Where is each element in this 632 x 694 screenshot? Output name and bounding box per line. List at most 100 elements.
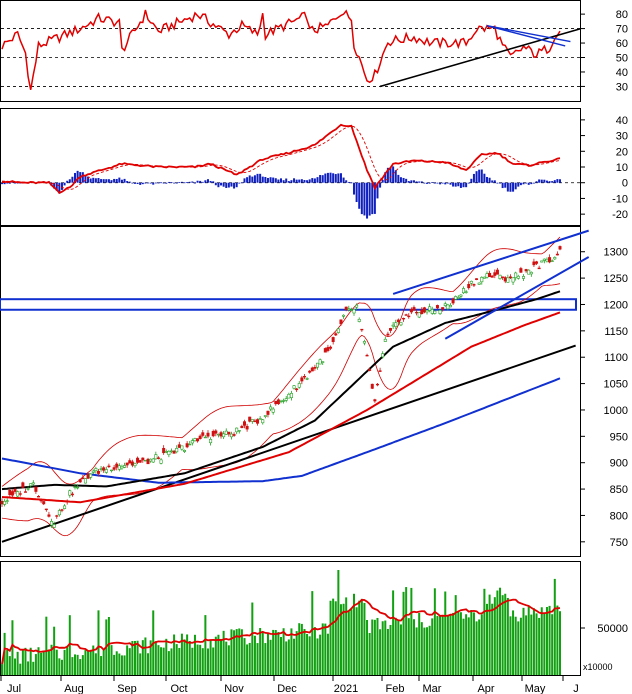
- candle-body: [159, 459, 163, 464]
- candle-body: [162, 447, 166, 454]
- volume-bar: [559, 611, 561, 675]
- volume-bar: [63, 649, 66, 675]
- macd-hist-bar: [472, 173, 475, 183]
- volume-bar: [55, 649, 58, 675]
- candle-body: [81, 477, 85, 479]
- candle-body: [501, 276, 505, 278]
- volume-bar: [553, 578, 556, 675]
- macd-hist-bar: [58, 182, 61, 194]
- candle-body: [99, 468, 103, 470]
- macd-hist-bar: [55, 182, 58, 191]
- macd-hist-bar: [527, 182, 530, 185]
- macd-hist-bar: [14, 182, 17, 184]
- macd-hist-bar: [131, 182, 134, 184]
- volume-bar: [76, 654, 79, 675]
- candle-body: [464, 291, 468, 293]
- macd-hist-bar: [506, 182, 509, 192]
- volume-bar: [248, 642, 251, 675]
- candle-body: [13, 489, 17, 492]
- candle-body: [360, 328, 364, 331]
- volume-bar: [462, 618, 465, 675]
- candle-body: [44, 508, 48, 511]
- candle-body: [94, 468, 98, 472]
- macd-hist-bar: [488, 177, 491, 183]
- macd-hist-bar: [293, 178, 296, 183]
- macd-hist-bar: [415, 181, 418, 183]
- candle-body: [516, 275, 520, 279]
- volume-bar: [246, 644, 249, 675]
- macd-hist-bar: [287, 181, 290, 183]
- candle-body: [151, 458, 155, 463]
- volume-bar: [282, 628, 285, 675]
- macd-tick-label: 0: [622, 178, 628, 190]
- volume-bar: [308, 636, 311, 675]
- volume-bar: [19, 663, 22, 675]
- macd-hist-bar: [402, 177, 405, 183]
- candle-body: [321, 361, 325, 363]
- volume-bar: [454, 595, 457, 675]
- volume-bar: [355, 607, 358, 675]
- price-tick-label: 900: [610, 458, 628, 470]
- macd-hist-bar: [128, 181, 131, 183]
- candle-body: [31, 482, 35, 485]
- volume-bar: [115, 651, 118, 675]
- macd-hist-bar: [545, 180, 548, 183]
- volume-bar: [478, 619, 481, 675]
- macd-hist-bar: [439, 182, 442, 185]
- volume-bar: [29, 647, 32, 675]
- candle-body: [548, 257, 552, 263]
- volume-bar: [277, 632, 280, 675]
- macd-hist-bar: [559, 179, 561, 183]
- volume-bar: [193, 634, 196, 675]
- volume-bar: [37, 647, 40, 675]
- candle-body: [326, 347, 330, 351]
- volume-bar: [113, 654, 116, 675]
- volume-bar: [538, 617, 541, 675]
- candle-body: [201, 432, 205, 436]
- macd-hist-bar: [6, 182, 9, 184]
- candle-body: [295, 388, 299, 391]
- volume-bar: [128, 648, 131, 675]
- candle-body: [83, 478, 87, 484]
- volume-bar: [139, 653, 142, 675]
- macd-hist-bar: [71, 176, 74, 183]
- volume-bar: [204, 615, 207, 675]
- candle-body: [318, 359, 322, 365]
- candle-body: [209, 439, 213, 444]
- volume-bar: [24, 647, 27, 675]
- macd-hist-bar: [94, 178, 97, 183]
- candle-body: [394, 322, 398, 327]
- macd-hist-bar: [436, 182, 439, 184]
- candle-body: [177, 444, 181, 448]
- volume-bar: [269, 639, 272, 675]
- macd-hist-bar: [107, 179, 110, 183]
- candle-body: [420, 309, 424, 315]
- macd-hist-bar: [133, 182, 136, 184]
- macd-hist-bar: [220, 182, 223, 186]
- macd-hist-bar: [259, 173, 262, 183]
- macd-hist-bar: [452, 182, 455, 187]
- volume-bar: [316, 638, 319, 675]
- volume-bar: [493, 597, 496, 675]
- candle-body: [477, 282, 481, 285]
- candle-body: [467, 284, 471, 289]
- candle-body: [446, 304, 450, 310]
- candle-body: [430, 309, 434, 314]
- volume-bar: [8, 656, 11, 675]
- candle-body: [63, 505, 67, 509]
- candle-body: [279, 400, 283, 403]
- macd-hist-bar: [412, 180, 415, 183]
- macd-hist-bar: [332, 173, 335, 183]
- price-tick-label: 1000: [604, 405, 628, 417]
- volume-bar: [313, 627, 316, 675]
- candle-body: [386, 333, 390, 336]
- macd-hist-bar: [87, 176, 90, 183]
- volume-bar: [394, 617, 397, 675]
- volume-bar: [209, 639, 212, 675]
- volume-bar: [199, 644, 202, 675]
- macd-hist-bar: [144, 182, 147, 184]
- macd-hist-bar: [485, 176, 488, 183]
- macd-hist-bar: [160, 182, 163, 184]
- macd-hist-bar: [459, 182, 462, 188]
- volume-bar: [34, 654, 37, 675]
